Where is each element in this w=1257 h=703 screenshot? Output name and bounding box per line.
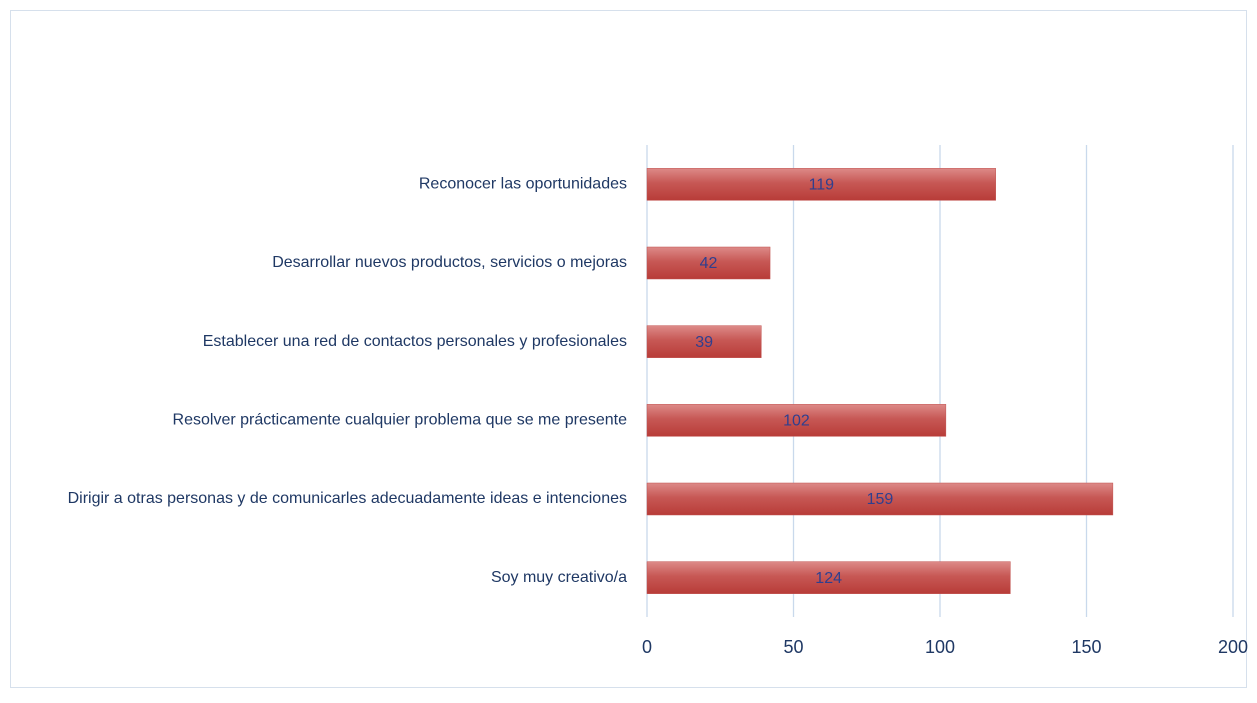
x-tick-label: 50 (783, 637, 803, 657)
y-tick-label: Resolver prácticamente cualquier problem… (173, 412, 628, 429)
y-tick-label: Soy muy creativo/a (491, 569, 627, 586)
y-tick-label: Establecer una red de contactos personal… (203, 333, 627, 350)
bar (646, 325, 762, 358)
x-tick-label: 100 (925, 637, 955, 657)
chart-frame (10, 10, 1247, 688)
x-tick-label: 0 (642, 637, 652, 657)
y-tick-label: Desarrollar nuevos productos, servicios … (272, 254, 627, 271)
bar (646, 168, 996, 201)
data-label: 124 (815, 570, 842, 587)
bar (646, 404, 947, 437)
x-tick-label: 150 (1071, 637, 1101, 657)
data-label: 102 (783, 413, 810, 430)
bar (646, 246, 771, 280)
y-tick-label: Dirigir a otras personas y de comunicarl… (68, 490, 627, 507)
x-tick-label: 200 (1218, 637, 1248, 657)
data-label: 39 (695, 334, 713, 351)
bar (646, 482, 1114, 516)
data-label: 119 (809, 177, 835, 194)
data-label: 159 (867, 491, 894, 508)
y-tick-label: Reconocer las oportunidades (419, 176, 627, 193)
data-label: 42 (700, 255, 718, 272)
bar (646, 561, 1011, 594)
